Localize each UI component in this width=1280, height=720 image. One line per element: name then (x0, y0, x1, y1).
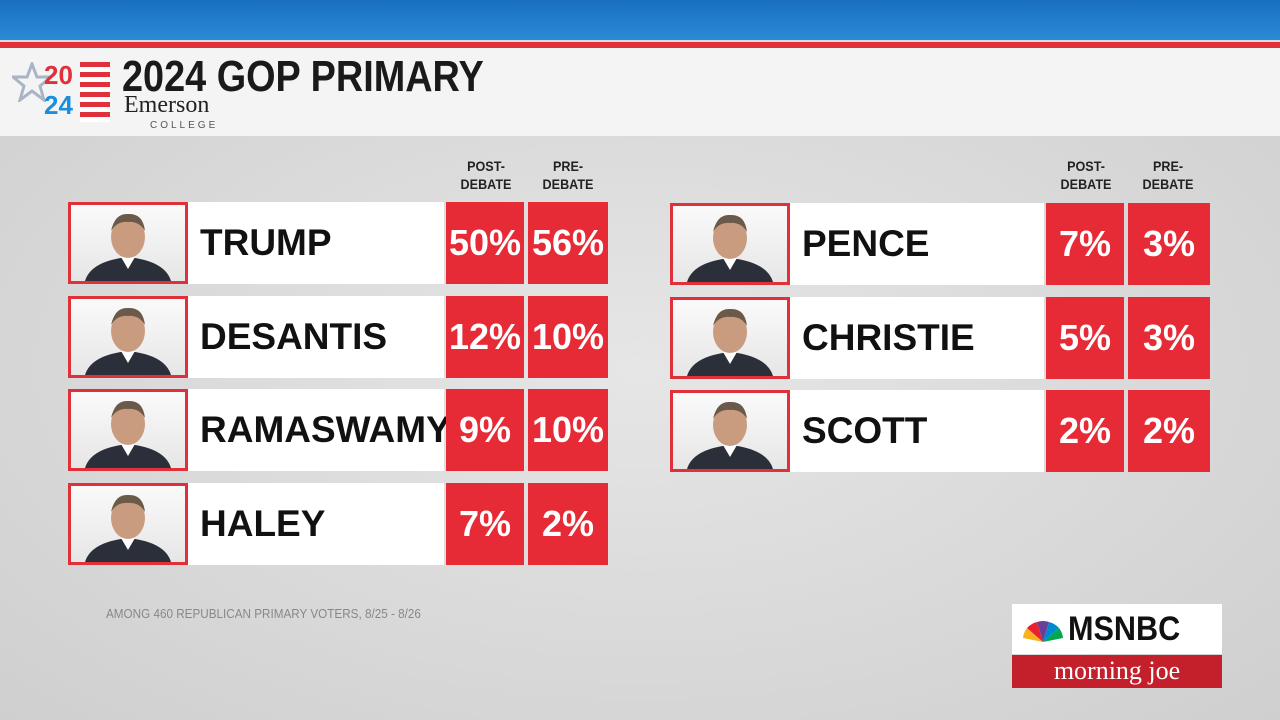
candidate-name: HALEY (188, 482, 444, 565)
portrait (85, 494, 171, 562)
portrait (687, 308, 773, 376)
pre-debate-value: 3% (1128, 203, 1210, 285)
post-debate-value: 12% (446, 295, 524, 378)
candidate-name: SCOTT (790, 390, 1044, 472)
candidate-photo (68, 389, 188, 471)
candidate-name: PENCE (790, 203, 1044, 285)
portrait (85, 213, 171, 281)
pre-debate-value: 56% (528, 202, 608, 284)
column-header: PRE- (552, 158, 584, 174)
post-debate-value: 7% (446, 482, 524, 565)
logo-name: Emerson (124, 92, 210, 118)
logo-sub: COLLEGE (150, 120, 219, 131)
pre-debate-value: 2% (1128, 390, 1210, 472)
portrait (85, 307, 171, 375)
column-header: POST- (1067, 158, 1105, 174)
portrait (687, 214, 773, 282)
column-header: DEBATE (542, 176, 594, 192)
title: 2024 GOP PRIMARY (122, 52, 484, 101)
show-name: morning joe (1012, 655, 1222, 688)
footnote: AMONG 460 REPUBLICAN PRIMARY VOTERS, 8/2… (106, 606, 421, 621)
candidate-photo (670, 296, 790, 379)
candidate-name: CHRISTIE (790, 296, 1044, 379)
header: 20 24 Emerson COLLEGE (0, 48, 1280, 136)
pre-debate-value: 10% (528, 295, 608, 378)
post-debate-value: 5% (1046, 296, 1124, 379)
candidate-name: RAMASWAMY (188, 389, 451, 471)
candidate-photo (68, 202, 188, 284)
pre-debate-value: 10% (528, 389, 608, 471)
candidate-name: DESANTIS (188, 295, 444, 378)
peacock (1023, 621, 1063, 642)
post-debate-value: 2% (1046, 390, 1124, 472)
candidate-photo (68, 482, 188, 565)
candidate-photo (670, 203, 790, 285)
candidate-photo (68, 295, 188, 378)
top-band (0, 0, 1280, 40)
star-icon (12, 62, 52, 102)
logo-year-bottom: 24 (44, 90, 73, 120)
portrait (85, 400, 171, 468)
logo-year-top: 20 (44, 60, 73, 90)
post-debate-value: 9% (446, 389, 524, 471)
candidate-photo (670, 390, 790, 472)
red-rule (0, 42, 1280, 48)
post-debate-value: 50% (446, 202, 524, 284)
column-header: DEBATE (460, 176, 512, 192)
post-debate-value: 7% (1046, 203, 1124, 285)
column-header: PRE- (1152, 158, 1184, 174)
column-header: DEBATE (1060, 176, 1112, 192)
network-logo: MSNBC morning joe (1012, 604, 1222, 688)
network-name: MSNBC (1068, 610, 1181, 648)
stripes (80, 62, 110, 122)
pre-debate-value: 3% (1128, 296, 1210, 379)
pre-debate-value: 2% (528, 482, 608, 565)
portrait (687, 401, 773, 469)
column-header: DEBATE (1142, 176, 1194, 192)
candidate-name: TRUMP (188, 202, 444, 284)
column-header: POST- (467, 158, 505, 174)
